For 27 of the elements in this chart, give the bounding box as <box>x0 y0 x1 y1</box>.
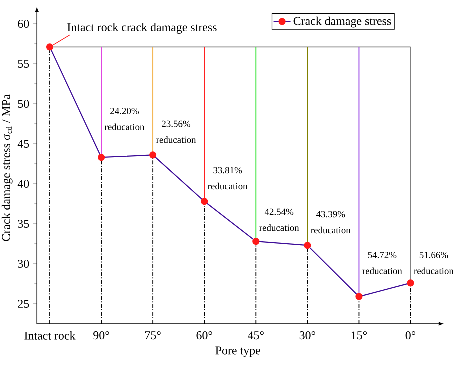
y-tick-label: 35 <box>18 220 30 228</box>
y-tick-label: 50 <box>18 100 30 108</box>
x-tick-label: 90° <box>94 332 110 340</box>
y-tick-label: 25 <box>18 300 30 308</box>
annotation: 24.20% reducation <box>104 108 145 130</box>
x-tick-label: 0° <box>406 332 416 340</box>
legend-label: Crack damage stress <box>294 16 392 28</box>
x-tick-label: 45° <box>248 332 264 340</box>
y-tick-label: 60 <box>18 20 30 28</box>
x-tick-label: Intact rock <box>24 332 76 340</box>
y-tick-label: 55 <box>18 60 30 68</box>
annotation: Intact rock crack damage stress <box>68 23 217 34</box>
annotation: 54.72% reducation <box>362 252 402 274</box>
annotation: 33.81% reducation <box>208 167 248 190</box>
x-tick-label: 75° <box>145 332 161 340</box>
x-axis-title: Pore type <box>216 346 260 358</box>
x-tick-label: 15° <box>352 332 368 340</box>
annotation: 43.39% reducation <box>311 211 351 234</box>
y-tick-label: 30 <box>18 260 30 268</box>
annotation: 42.54% reducation <box>260 208 300 232</box>
y-tick-label: 45 <box>18 140 30 148</box>
x-tick-label: 60° <box>196 332 212 340</box>
annotation: 23.56% reducation <box>156 120 196 144</box>
annotation: 51.66% reducation <box>414 252 454 274</box>
y-axis-title: Crack damage stress σ$_{cd}$ / MPa <box>2 94 13 242</box>
x-tick-label: 30° <box>300 332 316 340</box>
y-tick-label: 40 <box>18 180 30 188</box>
